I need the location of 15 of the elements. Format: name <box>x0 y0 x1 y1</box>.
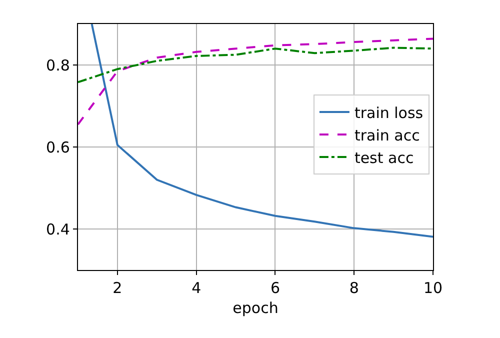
x-tick-label: 8 <box>349 279 359 298</box>
x-tick-label: 4 <box>192 279 202 298</box>
line-series <box>78 38 433 126</box>
x-tick-label: 6 <box>270 279 280 298</box>
x-tick-label: 2 <box>112 279 122 298</box>
line-series <box>78 46 433 84</box>
y-tick-label: 0.4 <box>46 220 70 238</box>
legend-label: test acc <box>354 148 414 167</box>
line-series <box>90 24 433 238</box>
legend-label: train loss <box>354 104 424 122</box>
x-tick-label: 10 <box>423 279 443 298</box>
x-axis-title: epoch <box>232 299 278 318</box>
y-tick-label: 0.8 <box>46 56 70 74</box>
legend-label: train acc <box>354 126 420 144</box>
y-tick-label: 0.6 <box>46 138 70 156</box>
